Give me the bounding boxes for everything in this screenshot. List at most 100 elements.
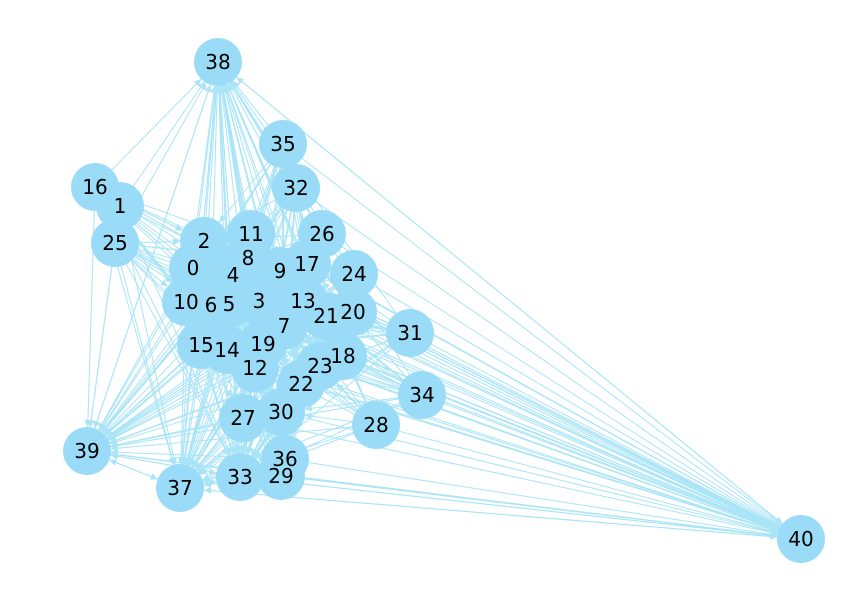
node-label-4: 4 [227, 263, 240, 287]
node-label-2: 2 [198, 229, 211, 253]
node-circle-16 [71, 163, 119, 211]
node-circle-19 [239, 320, 287, 368]
node-10 [162, 278, 210, 326]
node-19 [239, 320, 287, 368]
node-38 [194, 38, 242, 86]
edge-39-38 [88, 84, 212, 446]
node-circle-24 [330, 250, 378, 298]
edge-23-40 [325, 367, 779, 532]
node-2 [180, 217, 228, 265]
node-label-9: 9 [274, 259, 287, 283]
node-label-14: 14 [214, 338, 239, 362]
node-37 [156, 464, 204, 512]
node-label-39: 39 [74, 439, 99, 463]
node-label-20: 20 [340, 300, 365, 324]
node-39 [63, 427, 111, 475]
node-circle-36 [261, 435, 309, 483]
edge-31-38 [231, 81, 407, 329]
node-circle-40 [777, 515, 825, 563]
node-circle-35 [259, 120, 307, 168]
edge-40-33 [263, 476, 796, 539]
node-label-35: 35 [270, 132, 295, 156]
node-circle-38 [194, 38, 242, 86]
edge-40-37 [203, 487, 796, 540]
node-label-15: 15 [188, 333, 213, 357]
node-34 [398, 371, 446, 419]
node-label-11: 11 [238, 222, 263, 246]
node-circle-37 [156, 464, 204, 512]
node-label-31: 31 [397, 321, 422, 345]
node-35 [259, 120, 307, 168]
node-label-24: 24 [341, 262, 366, 286]
node-label-18: 18 [330, 344, 355, 368]
node-circle-11 [227, 210, 275, 258]
edge-20-40 [358, 314, 780, 529]
node-label-40: 40 [788, 527, 813, 551]
node-21 [302, 292, 350, 340]
node-circle-2 [180, 217, 228, 265]
node-36 [261, 435, 309, 483]
edge-34-40 [427, 396, 779, 532]
node-33 [216, 453, 264, 501]
node-label-16: 16 [82, 175, 107, 199]
node-label-27: 27 [230, 406, 255, 430]
node-label-26: 26 [309, 222, 334, 246]
edge-36-40 [290, 459, 778, 538]
node-circle-25 [91, 219, 139, 267]
node-label-30: 30 [268, 400, 293, 424]
node-28 [352, 401, 400, 449]
node-circle-31 [386, 309, 434, 357]
edge-11-38 [220, 85, 251, 229]
edge-7-40 [289, 327, 779, 531]
node-label-36: 36 [272, 447, 297, 471]
edge-28-40 [381, 426, 778, 535]
edge-24-40 [358, 276, 781, 528]
node-label-13: 13 [290, 289, 315, 313]
node-label-7: 7 [278, 314, 291, 338]
node-layer: 0123456789101112131415161718192021222324… [63, 38, 825, 563]
node-label-28: 28 [363, 413, 388, 437]
node-circle-23 [296, 342, 344, 390]
node-circle-26 [298, 210, 346, 258]
node-label-37: 37 [167, 476, 192, 500]
node-circle-33 [216, 453, 264, 501]
node-label-10: 10 [173, 290, 198, 314]
edge-34-30 [304, 395, 417, 412]
edge-16-39 [84, 192, 96, 428]
edge-25-37 [116, 248, 176, 465]
node-label-12: 12 [242, 356, 267, 380]
node-circle-32 [272, 164, 320, 212]
edge-12-39 [108, 370, 250, 441]
node-16 [71, 163, 119, 211]
node-27 [219, 394, 267, 442]
edge-32-40 [300, 191, 782, 526]
node-label-34: 34 [409, 383, 434, 407]
node-label-29: 29 [268, 464, 293, 488]
node-label-8: 8 [242, 246, 255, 270]
node-label-17: 17 [294, 252, 319, 276]
edge-16-38 [98, 78, 202, 184]
node-label-23: 23 [307, 354, 332, 378]
node-15 [177, 321, 225, 369]
node-40 [777, 515, 825, 563]
node-32 [272, 164, 320, 212]
node-label-32: 32 [283, 176, 308, 200]
node-30 [257, 388, 305, 436]
node-23 [296, 342, 344, 390]
edge-25-39 [87, 248, 115, 428]
node-label-19: 19 [250, 332, 275, 356]
node-circle-10 [162, 278, 210, 326]
edge-10-39 [99, 306, 184, 432]
edge-26-40 [326, 236, 782, 527]
node-11 [227, 210, 275, 258]
node-label-33: 33 [227, 465, 252, 489]
node-circle-34 [398, 371, 446, 419]
edge-15-37 [181, 350, 201, 465]
edge-25-33 [117, 248, 230, 457]
node-label-22: 22 [288, 372, 313, 396]
edge-40-38 [236, 76, 797, 536]
node-circle-39 [63, 427, 111, 475]
node-label-0: 0 [187, 256, 200, 280]
edge-31-40 [415, 335, 780, 529]
